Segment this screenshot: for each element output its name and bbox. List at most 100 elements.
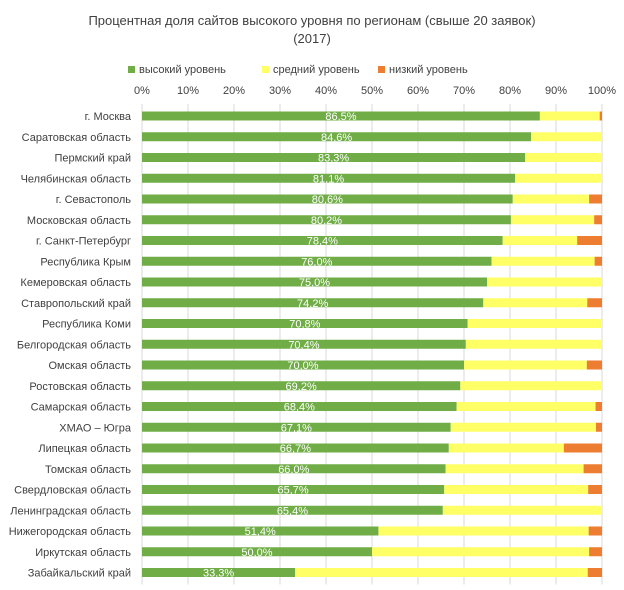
bar-segment: [596, 422, 602, 432]
x-tick-label: 90%: [545, 85, 567, 97]
category-label: Забайкальский край: [28, 568, 131, 580]
bar-segment: [539, 111, 600, 121]
bar-segment: [295, 568, 588, 577]
bar-segment: [594, 215, 602, 225]
bar-segment: [587, 298, 602, 308]
legend: высокий уровень средний уровень низкий уро…: [128, 64, 468, 76]
category-label: Нижегородская область: [9, 526, 132, 538]
category-label: г. Москва: [85, 111, 132, 123]
category-label: г. Санкт-Петербург: [36, 236, 131, 248]
bar-segment: [465, 339, 602, 349]
legend-swatch: [378, 66, 385, 73]
category-label: Свердловская область: [14, 485, 131, 497]
data-label: 66,7%: [280, 443, 311, 455]
bar-segment: [589, 194, 602, 204]
data-labels: 86,5% 84,6% 83,3% 81,1% 80,6% 80,2% 78,4% 76,0%…: [203, 111, 357, 580]
bar-segment: [599, 111, 602, 121]
bar-segment: [142, 132, 532, 142]
bar-segment: [142, 505, 443, 515]
category-label: Самарская область: [31, 402, 132, 414]
data-label: 70,0%: [287, 360, 318, 372]
category-label: Пермский край: [54, 153, 131, 165]
data-label: 50,0%: [241, 547, 272, 559]
category-label: ХМАО – Югра: [59, 422, 132, 434]
bar-segment: [142, 298, 484, 308]
bar-segment: [448, 443, 564, 453]
data-label: 65,4%: [277, 505, 308, 517]
bar-segment: [587, 568, 602, 577]
legend-swatch: [128, 66, 135, 73]
bar-segment: [142, 194, 513, 204]
bar-segment: [460, 381, 602, 391]
bar-segment: [491, 256, 595, 266]
category-label: Липецкая область: [38, 443, 131, 455]
legend-label: низкий уровень: [389, 64, 468, 76]
bar-segment: [510, 215, 595, 225]
data-label: 80,6%: [312, 194, 343, 206]
bar-segment: [464, 360, 587, 370]
chart-subtitle: (2017): [293, 31, 331, 46]
data-label: 70,4%: [288, 339, 319, 351]
data-label: 69,2%: [286, 381, 317, 393]
bar-segment: [444, 485, 589, 494]
data-label: 81,1%: [313, 173, 344, 185]
x-tick-label: 0%: [134, 85, 150, 97]
data-label: 65,7%: [278, 485, 309, 497]
category-label: Белгородская область: [17, 339, 131, 351]
y-axis-labels: г. Москва Саратовская область Пермский кра…: [9, 111, 132, 580]
bar-segment: [502, 236, 578, 245]
category-label: Саратовская область: [22, 132, 132, 144]
legend-label: высокий уровень: [139, 64, 226, 76]
bar-segment: [142, 381, 461, 391]
bar-segment: [142, 485, 445, 494]
category-label: Томская область: [45, 464, 131, 476]
x-axis-ticks: 0% 10% 20% 30% 40% 50% 60% 70% 80% 90% 100%: [134, 85, 616, 97]
category-label: Республика Крым: [40, 256, 131, 268]
bar-segment: [142, 277, 487, 287]
chart-title: Процентная доля сайтов высокого уровня п…: [88, 13, 535, 28]
bar-segment: [142, 153, 526, 162]
bar-segment: [595, 402, 602, 411]
bar-segment: [142, 236, 503, 245]
bar-segment: [142, 402, 457, 411]
bar-segment: [142, 319, 468, 328]
chart-title-group: Процентная доля сайтов высокого уровня п…: [88, 13, 535, 46]
category-label: Ленинградская область: [10, 505, 131, 517]
category-label: Челябинская область: [21, 173, 132, 185]
category-label: Иркутская область: [35, 547, 131, 559]
x-tick-label: 40%: [315, 85, 337, 97]
data-label: 80,2%: [311, 215, 342, 227]
bar-segment: [525, 153, 602, 162]
category-label: Московская область: [27, 215, 131, 227]
bar-segment: [563, 443, 602, 453]
data-label: 86,5%: [325, 111, 356, 123]
bar-segment: [372, 547, 590, 557]
x-tick-label: 30%: [269, 85, 291, 97]
bar-segment: [142, 422, 451, 432]
category-label: Кемеровская область: [20, 277, 131, 289]
bar-segment: [142, 464, 446, 474]
bar-segment: [588, 526, 602, 536]
data-label: 75,0%: [299, 277, 330, 289]
data-label: 33,3%: [203, 568, 234, 580]
bar-segment: [142, 443, 449, 453]
category-label: Ростовская область: [29, 381, 131, 393]
bar-segment: [487, 277, 602, 287]
bar-segment: [512, 194, 590, 204]
bar-segment: [483, 298, 588, 308]
bar-segment: [378, 526, 589, 536]
bar-segment: [442, 505, 602, 515]
bar-segment: [586, 360, 602, 370]
data-label: 51,4%: [245, 526, 276, 538]
category-label: Республика Коми: [42, 319, 131, 331]
bar-segment: [456, 402, 596, 411]
bar-segment: [594, 256, 602, 266]
bar-segment: [142, 547, 372, 557]
data-label: 67,1%: [281, 422, 312, 434]
bar-segment: [142, 360, 464, 370]
data-label: 68,4%: [284, 402, 315, 414]
bar-segment: [467, 319, 602, 328]
bar-segment: [142, 568, 296, 577]
